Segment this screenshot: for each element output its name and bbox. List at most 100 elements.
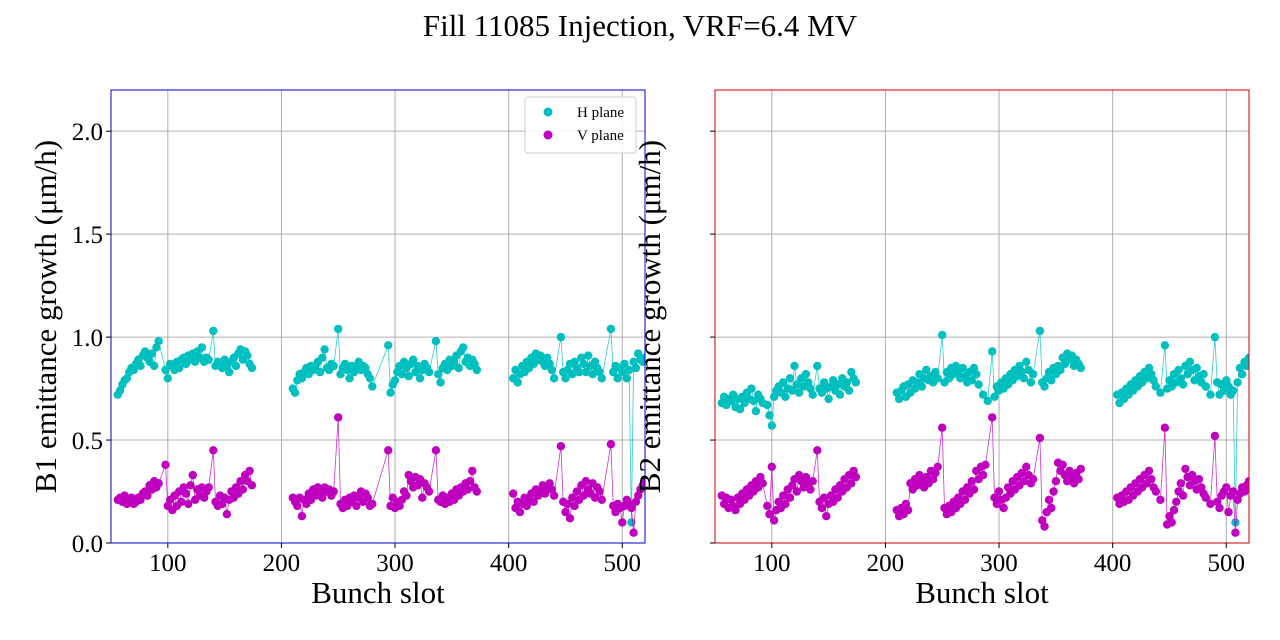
b2-h-point	[894, 394, 904, 404]
b1-h-point	[365, 374, 375, 383]
b2-axes-frame	[714, 89, 1250, 544]
b1-h-point	[368, 382, 377, 391]
b2-v-point	[1151, 487, 1161, 496]
b2-h-point	[1160, 341, 1170, 350]
b1-ytick-label: 0.5	[72, 428, 103, 455]
b1-v-point	[472, 487, 481, 496]
b1-h-point	[547, 365, 556, 375]
b2-v-point	[792, 487, 801, 496]
b1-ytick-label: 0.0	[72, 531, 103, 558]
b2-h-point	[1047, 376, 1056, 385]
b2-h-point	[983, 396, 992, 406]
b2-v-point	[933, 462, 942, 471]
b1-v-point	[640, 477, 645, 486]
b1-h-point	[231, 361, 241, 371]
b2-v-point	[1074, 475, 1083, 484]
b2-xaxis-label: Bunch slot	[915, 575, 1049, 610]
b1-h-point	[588, 370, 597, 379]
b1-v-point	[209, 446, 218, 455]
b1-v-point	[468, 466, 477, 476]
b2-h-point	[1201, 382, 1211, 391]
b1-h-point	[549, 374, 559, 383]
b1-v-point	[352, 501, 361, 511]
b1-v-point	[222, 510, 232, 519]
b2-h-point	[1244, 353, 1249, 362]
b1-v-point	[402, 491, 411, 500]
b1-h-point	[334, 324, 343, 334]
b2-v-point	[1222, 483, 1231, 492]
b1-h-point	[606, 324, 616, 334]
b2-xtick-label: 500	[1208, 550, 1246, 577]
b2-v-point	[1210, 431, 1220, 441]
b2-v-point	[1206, 499, 1215, 509]
b2-h-point	[751, 407, 761, 416]
b2-v-point	[806, 485, 815, 494]
b2-xtick-label: 300	[980, 550, 1018, 577]
b2-h-point	[1238, 370, 1247, 379]
b2-h-point	[790, 361, 799, 371]
b2-h-point	[1151, 382, 1161, 391]
b1-h-point	[459, 343, 468, 352]
b2-v-point	[808, 477, 817, 486]
b2-v-point	[833, 493, 842, 502]
b1-h-point	[320, 345, 329, 354]
b2-v-point	[969, 485, 979, 494]
b1-ytick-label: 1.0	[72, 325, 103, 352]
b1-h-point	[574, 367, 584, 377]
b1-h-point	[161, 365, 170, 375]
b1-h-point	[513, 378, 522, 387]
b2-v-point	[763, 501, 772, 511]
b2-xtick-label: 400	[1094, 550, 1132, 577]
b2-v-point	[1228, 487, 1238, 496]
b2-h-line	[721, 330, 1249, 523]
b2-v-point	[1201, 493, 1211, 502]
b2-h-point	[781, 392, 790, 401]
b2-xtick-label: 200	[867, 550, 905, 577]
b2-v-point	[978, 470, 988, 480]
b2-v-point	[813, 446, 822, 455]
legend-h-marker	[543, 107, 553, 117]
b2-v-point	[1215, 503, 1224, 513]
b1-h-point	[404, 372, 413, 381]
b2-h-point	[1178, 380, 1188, 389]
b2-h-point	[1026, 378, 1036, 387]
b1-h-point	[345, 374, 354, 383]
b2-v-point	[758, 479, 767, 488]
b1-h-point	[620, 359, 629, 369]
b1-v-point	[556, 442, 566, 451]
b2-h-point	[990, 392, 999, 401]
b1-v-point	[368, 499, 377, 509]
b2-h-point	[1242, 361, 1249, 371]
b1-v-point	[329, 487, 338, 496]
b2-h-point	[978, 390, 988, 399]
b1-v-point	[549, 491, 559, 500]
b2-v-point	[1047, 503, 1056, 513]
b1-h-point	[150, 361, 159, 371]
b1-h-point	[197, 343, 207, 352]
b2-v-point	[1231, 528, 1240, 537]
b1-h-point	[597, 374, 606, 383]
b2-h-point	[1233, 378, 1242, 387]
b1-h-point	[390, 376, 400, 385]
b2-v-point	[1051, 477, 1061, 486]
b1-h-point	[624, 365, 634, 375]
b1-xaxis-label: Bunch slot	[311, 575, 445, 610]
b2-v-point	[1169, 505, 1179, 515]
b1-h-point	[384, 341, 393, 350]
b2-h-point	[1019, 374, 1029, 383]
b1-h-point	[415, 374, 425, 383]
b2-h-point	[1156, 388, 1165, 397]
b2-v-point	[1040, 522, 1049, 531]
b1-v-point	[334, 413, 343, 422]
b2-v-point	[781, 499, 790, 509]
b1-xtick-label: 500	[604, 550, 642, 577]
b2-h-point	[788, 386, 797, 395]
b2-v-point	[819, 493, 829, 502]
b2-v-point	[1058, 460, 1067, 469]
b1-v-point	[579, 491, 588, 500]
b1-v-point	[238, 485, 247, 494]
b1-v-point	[629, 528, 638, 537]
b1-v-point	[236, 477, 245, 486]
b2-h-point	[747, 384, 756, 393]
b2-v-point	[1049, 487, 1058, 496]
